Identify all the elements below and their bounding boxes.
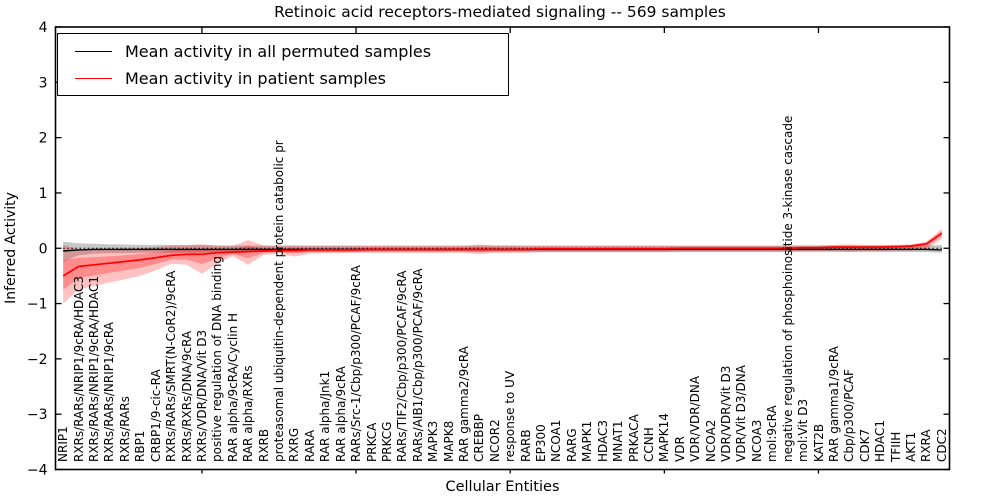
- permuted-confidence-band: [63, 241, 942, 263]
- x-tick-label: mol:9cRA: [765, 405, 780, 462]
- x-tick-label: negative regulation of phosphoinositide …: [780, 115, 795, 462]
- patient-confidence-band-outer: [63, 228, 942, 304]
- x-tick-label: RARA: [302, 429, 317, 462]
- x-tick-label: RAR alpha/9cRA/Cyclin H: [225, 312, 240, 462]
- x-tick-label: EP300: [534, 424, 548, 462]
- x-tick-label: AKT1: [904, 431, 918, 462]
- legend: Mean activity in all permuted samples Me…: [57, 33, 509, 96]
- x-tick-label: NCOA3: [749, 419, 764, 462]
- x-tick-label: RARG: [564, 428, 579, 462]
- x-tick-label: NCOA2: [703, 419, 718, 462]
- x-tick-label: RXRG: [287, 427, 302, 462]
- x-tick-label: NCOA1: [549, 419, 564, 462]
- legend-item-patient: Mean activity in patient samples: [58, 67, 386, 89]
- x-tick-label: RARs/AIB1/Cbp/p300/PCAF/9cRA: [410, 268, 425, 462]
- x-tick-label: RXRs/RARs: [117, 396, 132, 462]
- x-tick-label: RXRs/RARs/NRIP1/9cRA/HDAC1: [87, 275, 101, 462]
- x-tick-label: MAPK1: [580, 420, 595, 462]
- x-tick-label: MNAT1: [611, 420, 626, 462]
- x-tick-label: RXRB: [256, 428, 271, 462]
- x-tick-label: RARB: [518, 429, 533, 462]
- x-tick-label: PRKACA: [626, 414, 641, 462]
- x-tick-label: positive regulation of DNA binding: [210, 256, 225, 462]
- y-tick-label: −2: [27, 352, 48, 368]
- x-tick-label: RXRs/RARs/SMRT(N-CoR2)/9cRA: [164, 270, 179, 462]
- x-tick-label: PRKCA: [364, 422, 379, 462]
- x-tick-label: RAR alpha/RXRs: [241, 365, 256, 462]
- x-tick-label: RAR alpha/Jnk1: [318, 370, 333, 462]
- y-tick-label: −3: [27, 407, 48, 423]
- x-tick-label: VDR: [672, 436, 687, 462]
- x-tick-label: HDAC3: [595, 419, 610, 462]
- y-axis-label: Inferred Activity: [3, 192, 19, 304]
- legend-line-permuted-icon: [75, 50, 112, 52]
- y-tick-label: 2: [39, 131, 48, 147]
- x-tick-label: CREBBP: [472, 414, 487, 462]
- x-tick-label: RXRs/VDR/DNA/Vit D3: [194, 329, 209, 462]
- x-tick-label: VDR/VDR/DNA: [688, 375, 703, 462]
- x-tick-label: CDK7: [857, 428, 872, 462]
- x-tick-label: CDC2: [934, 428, 949, 462]
- legend-line-patient-icon: [75, 77, 112, 79]
- patient-confidence-band-inner: [63, 231, 942, 290]
- x-tick-label: NCOR2: [487, 419, 502, 462]
- x-tick-label: TFIIH: [888, 431, 903, 462]
- x-tick-label: VDR/VDR/Vit D3: [719, 365, 733, 462]
- x-tick-label: mol:Vit D3: [796, 398, 811, 462]
- x-tick-label: Cbp/p300/PCAF: [842, 369, 857, 462]
- x-tick-label: RAR gamma2/9cRA: [457, 346, 471, 462]
- x-tick-label: HDAC1: [873, 419, 888, 462]
- y-tick-label: 3: [39, 75, 48, 91]
- legend-label-patient: Mean activity in patient samples: [125, 68, 386, 88]
- x-tick-label: RXRs/RXRs/DNA/9cRA: [179, 330, 194, 462]
- y-tick-label: 4: [39, 20, 48, 36]
- x-tick-label: MAPK8: [441, 420, 456, 462]
- x-tick-label: RBP1: [133, 430, 148, 462]
- y-tick-label: 0: [39, 241, 48, 257]
- y-tick-label: −1: [27, 297, 48, 313]
- x-tick-label: RXRs/RARs/NRIP1/9cRA/HDAC3: [71, 275, 86, 462]
- legend-label-permuted: Mean activity in all permuted samples: [125, 41, 432, 61]
- x-tick-label: MAPK14: [657, 413, 672, 462]
- x-tick-label: VDR/Vit D3/DNA: [734, 365, 749, 462]
- x-tick-label: KAT2B: [811, 423, 826, 462]
- x-tick-label: RAR alpha/9cRA: [333, 366, 348, 462]
- patient-mean-line: [62, 232, 943, 277]
- x-axis-label: Cellular Entities: [445, 479, 560, 495]
- x-tick-label: RARs/TIF2/Cbp/p300/PCAF/9cRA: [395, 270, 410, 462]
- x-tick-label: response to UV: [503, 370, 518, 462]
- x-tick-label: proteasomal ubiquitin-dependent protein …: [272, 140, 286, 462]
- x-tick-label: RARs/Src-1/Cbp/p300/PCAF/9cRA: [349, 265, 364, 462]
- x-tick-label: CCNH: [641, 427, 656, 462]
- y-tick-label: −4: [27, 463, 48, 479]
- legend-item-permuted: Mean activity in all permuted samples: [58, 40, 431, 62]
- x-tick-label: RXRs/RARs/NRIP1/9cRA: [102, 322, 117, 462]
- x-tick-label: NRIP1: [56, 426, 71, 462]
- x-tick-label: PRKCG: [379, 421, 394, 462]
- x-tick-label: RXRA: [919, 429, 934, 462]
- chart-title: Retinoic acid receptors-mediated signali…: [274, 3, 726, 21]
- x-tick-label: CRBP1/9-cic-RA: [148, 369, 163, 462]
- x-tick-label: MAPK3: [426, 420, 441, 462]
- x-tick-label: RAR gamma1/9cRA: [826, 346, 841, 462]
- y-tick-label: 1: [39, 186, 48, 202]
